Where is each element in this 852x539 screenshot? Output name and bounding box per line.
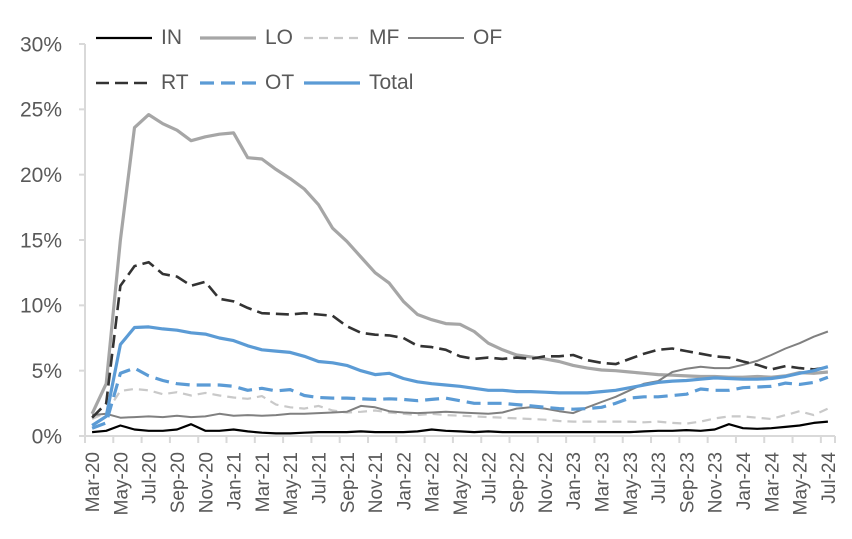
- x-axis-label: Mar-20: [83, 452, 104, 512]
- series-line-ot: [91, 366, 829, 430]
- legend-line-sample-icon: [304, 36, 360, 40]
- x-axis-label: Jan-24: [734, 452, 755, 511]
- x-axis-label: Jul-21: [309, 452, 330, 504]
- legend-label: LO: [265, 26, 294, 49]
- x-axis-label: Jul-24: [819, 452, 840, 504]
- x-axis-label: Sep-23: [677, 452, 698, 513]
- legend-line-sample-icon: [200, 81, 256, 85]
- y-axis-label: 0%: [32, 425, 62, 448]
- x-axis-label: Jul-20: [140, 452, 161, 504]
- series-line-of: [92, 330, 829, 419]
- legend-item-in: IN: [95, 26, 199, 50]
- x-axis-label: Nov-22: [536, 452, 557, 513]
- x-axis-label: Jan-22: [394, 452, 415, 510]
- x-axis-label: Mar-21: [253, 452, 274, 512]
- y-axis-label: 20%: [20, 164, 62, 187]
- series-line-in: [91, 420, 829, 435]
- legend-item-ot: OT: [199, 71, 303, 95]
- x-axis-label: Jul-23: [649, 452, 670, 504]
- legend-line-sample-icon: [96, 36, 152, 40]
- legend-label: IN: [161, 26, 182, 49]
- x-axis-label: Mar-24: [762, 452, 783, 513]
- legend-label: RT: [161, 71, 189, 94]
- legend-line-sample-icon: [408, 37, 464, 39]
- x-axis-label: Jul-22: [479, 452, 500, 504]
- y-axis-label: 5%: [32, 360, 62, 383]
- x-axis-label: May-24: [791, 452, 812, 516]
- legend-item-lo: LO: [199, 26, 303, 50]
- legend-label: OT: [265, 71, 295, 94]
- legend-item-mf: MF: [303, 26, 407, 50]
- x-axis-label: Nov-21: [366, 452, 387, 513]
- y-axis-label: 25%: [20, 99, 62, 122]
- legend-row-1: IN LO MF OF: [95, 26, 511, 50]
- legend-item-of: OF: [407, 26, 511, 50]
- x-axis-label: Mar-22: [423, 452, 444, 512]
- legend-line-sample-icon: [304, 81, 360, 85]
- x-axis-label: Sep-21: [338, 452, 359, 513]
- legend-item-total: Total: [303, 71, 413, 95]
- x-axis-label: Nov-23: [706, 452, 727, 513]
- x-axis-label: May-20: [111, 452, 132, 515]
- x-axis-label: May-21: [281, 452, 302, 515]
- x-axis-label: Sep-22: [508, 452, 529, 513]
- x-axis-label: Sep-20: [168, 452, 189, 513]
- series-line-lo: [90, 112, 829, 415]
- legend-label: OF: [473, 26, 503, 49]
- legend-line-sample-icon: [96, 81, 152, 85]
- chart-legend: IN LO MF OF RT OT Total: [95, 26, 511, 95]
- legend-row-2: RT OT Total: [95, 71, 511, 95]
- x-axis-label: May-23: [621, 452, 642, 515]
- legend-line-sample-icon: [200, 36, 256, 40]
- legend-label: MF: [369, 26, 400, 49]
- legend-label: Total: [369, 71, 414, 94]
- series-line-mf: [91, 387, 829, 425]
- y-axis-label: 30%: [20, 33, 62, 56]
- x-axis-label: May-22: [451, 452, 472, 515]
- legend-item-rt: RT: [95, 71, 199, 95]
- x-axis-label: Jan-21: [225, 452, 246, 510]
- x-axis-label: Jan-23: [564, 452, 585, 510]
- y-axis-label: 15%: [20, 229, 62, 252]
- series-line-total: [91, 325, 829, 427]
- x-axis-label: Nov-20: [196, 452, 217, 513]
- series-line-rt: [91, 260, 829, 419]
- x-axis-label: Mar-23: [593, 452, 614, 512]
- y-axis-label: 10%: [20, 295, 62, 318]
